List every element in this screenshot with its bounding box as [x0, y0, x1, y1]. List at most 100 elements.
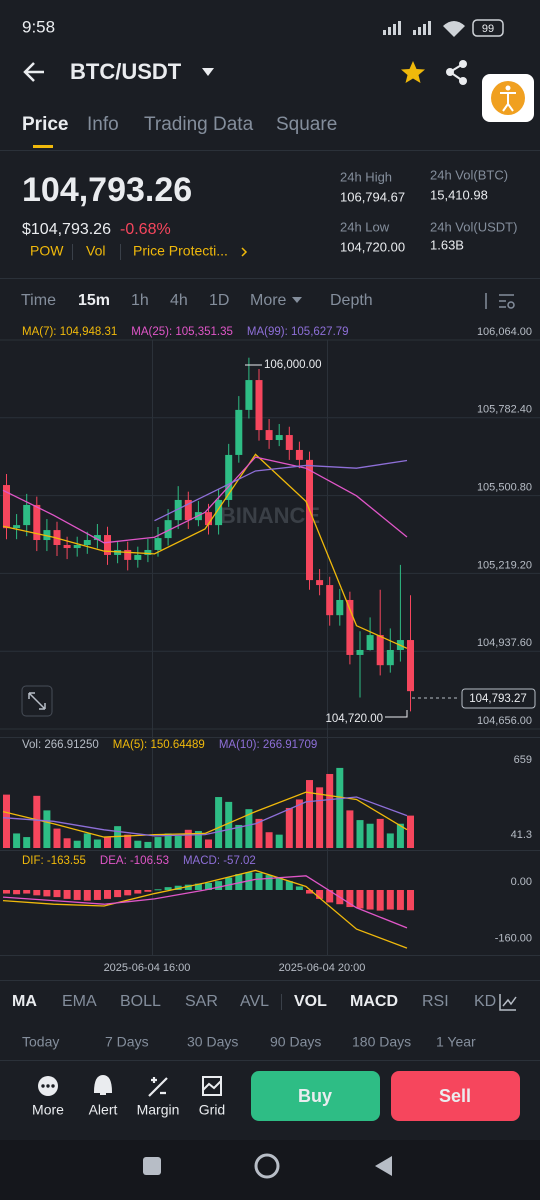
usd-price: $104,793.26	[22, 221, 111, 238]
favorite[interactable]	[401, 61, 425, 83]
indicator[interactable]: AVL	[240, 993, 269, 1010]
back-nav-button[interactable]	[375, 1156, 392, 1176]
macd-bar	[386, 890, 394, 910]
action-label[interactable]: More	[32, 1102, 64, 1118]
candle-body	[43, 530, 51, 541]
candle-body	[245, 380, 253, 410]
sell-label[interactable]: Sell	[439, 1086, 471, 1106]
y-tick-label: 105,782.40	[477, 404, 532, 416]
macd-bar	[205, 882, 212, 891]
more-dropdown[interactable]	[292, 297, 302, 303]
candle-body	[336, 599, 344, 616]
sell-button[interactable]	[391, 1071, 520, 1121]
ma-line	[2, 869, 408, 949]
volume-bar	[215, 797, 223, 848]
volume-bar	[245, 809, 253, 848]
interval[interactable]: Time	[21, 292, 56, 309]
macd-bar	[225, 877, 233, 891]
indicator[interactable]: MA	[12, 993, 37, 1010]
recents-button[interactable]	[143, 1157, 161, 1175]
ma-line	[154, 459, 408, 522]
candle-body	[174, 499, 182, 521]
pair-dropdown[interactable]	[202, 68, 214, 76]
macd-bar	[295, 886, 303, 891]
legend-entry: MA(5): 150.64489	[113, 739, 205, 751]
tab[interactable]: Info	[87, 114, 119, 135]
chart-frame	[0, 340, 540, 981]
share[interactable]	[446, 60, 467, 85]
candle-body	[356, 649, 364, 655]
interval[interactable]: 15m	[78, 292, 110, 309]
volume-bar	[83, 833, 91, 848]
volume-bar	[275, 834, 283, 848]
macd-bar	[124, 890, 132, 896]
stat-value: 15,410.98	[430, 187, 488, 202]
interval[interactable]: Depth	[330, 292, 373, 309]
candle-body	[295, 449, 303, 460]
range[interactable]: 7 Days	[105, 1034, 149, 1050]
grid-icon[interactable]	[202, 1076, 222, 1096]
margin-icon[interactable]	[148, 1077, 168, 1097]
macd-bar	[3, 890, 10, 894]
interval[interactable]: 1h	[131, 292, 149, 309]
candle-body	[164, 520, 172, 539]
pair-title[interactable]: BTC/USDT	[70, 59, 182, 84]
macd-bar	[164, 887, 172, 891]
macd-bar	[376, 890, 384, 911]
volume-bar	[154, 837, 162, 848]
tab[interactable]: Square	[276, 114, 337, 135]
buy-label[interactable]: Buy	[298, 1086, 332, 1106]
macd-bar	[184, 884, 192, 891]
nav-bar	[0, 1140, 540, 1200]
tab-indicator	[33, 145, 53, 148]
stat-label: 24h Vol(USDT)	[430, 219, 517, 234]
separator	[72, 244, 73, 260]
tag[interactable]: Vol	[86, 243, 105, 259]
chart-settings[interactable]	[485, 293, 515, 309]
x-tick-label: 2025-06-04 16:00	[104, 962, 191, 974]
volume-bar	[23, 837, 31, 848]
buy-button[interactable]	[251, 1071, 380, 1121]
fullscreen-button[interactable]	[21, 685, 53, 717]
volume-bar	[306, 780, 313, 848]
tag[interactable]: Price Protecti...	[133, 243, 228, 259]
indicator[interactable]: MACD	[350, 993, 398, 1010]
indicator[interactable]: KD	[474, 993, 496, 1010]
back-button[interactable]	[23, 62, 44, 82]
range[interactable]: 30 Days	[187, 1034, 238, 1050]
indicator[interactable]: BOLL	[120, 993, 161, 1010]
more-dots	[41, 1084, 55, 1088]
tab[interactable]: Trading Data	[144, 114, 254, 135]
macd-bar	[194, 883, 202, 891]
action-label[interactable]: Margin	[137, 1102, 180, 1118]
range[interactable]: 1 Year	[436, 1034, 476, 1050]
indicator[interactable]: SAR	[185, 993, 218, 1010]
macd-bar	[33, 890, 41, 896]
range[interactable]: 90 Days	[270, 1034, 321, 1050]
last-price: 104,793.26	[22, 171, 192, 209]
macd-bar	[114, 890, 122, 898]
macd-bar	[43, 890, 51, 897]
indicator[interactable]: VOL	[294, 993, 327, 1010]
interval[interactable]: 4h	[170, 292, 188, 309]
volume-bar	[53, 828, 61, 848]
indicator[interactable]: EMA	[62, 993, 97, 1010]
candle-body	[346, 599, 354, 655]
volume-bar	[295, 799, 303, 848]
action-label[interactable]: Grid	[199, 1102, 225, 1118]
action-label[interactable]: Alert	[89, 1102, 118, 1118]
ma-line	[2, 796, 408, 837]
tag[interactable]: POW	[30, 243, 64, 259]
range[interactable]: 180 Days	[352, 1034, 411, 1050]
interval[interactable]: More	[250, 292, 287, 309]
alert-icon[interactable]	[93, 1074, 113, 1095]
stat-label: 24h Low	[340, 219, 390, 234]
range[interactable]: Today	[22, 1034, 59, 1050]
indicator[interactable]: RSI	[422, 993, 449, 1010]
indicator-settings[interactable]	[499, 994, 517, 1011]
home-button[interactable]	[254, 1153, 280, 1179]
tab[interactable]: Price	[22, 114, 68, 135]
interval[interactable]: 1D	[209, 292, 229, 309]
watermark: BINANCE	[220, 503, 320, 528]
